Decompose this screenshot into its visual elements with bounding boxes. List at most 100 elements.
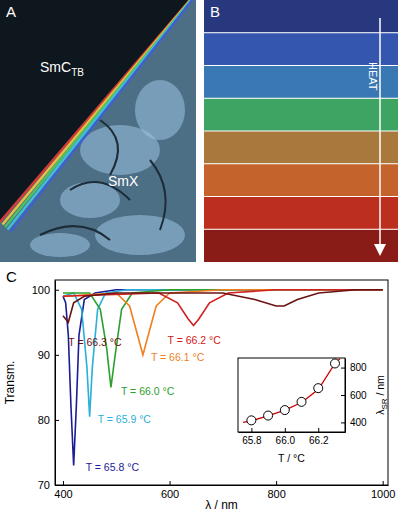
chart: 400 600 800 1000 70 80 90 100 Cλ / nm Transm. T = … xyxy=(3,268,395,512)
y-axis-title: λSR / nm xyxy=(374,375,389,415)
tick: 80 xyxy=(38,414,59,426)
tick: 66.2 xyxy=(309,428,329,446)
separator xyxy=(204,131,398,132)
texture xyxy=(150,160,166,230)
series-label: T = 66.0 °C xyxy=(121,385,175,397)
texture xyxy=(30,233,90,257)
texture xyxy=(40,226,110,240)
plot-frame xyxy=(55,280,388,485)
series-line xyxy=(63,290,383,326)
tick: 400 xyxy=(341,417,367,428)
y-axis: 400 600 800 xyxy=(341,359,367,433)
tick-mark xyxy=(170,481,171,485)
tick: 100 xyxy=(32,284,59,296)
tick-label: 65.8 xyxy=(242,435,262,446)
color-strip xyxy=(204,0,398,33)
tick-label: 90 xyxy=(38,349,50,361)
data-point xyxy=(264,411,273,420)
panel-a: A SmCTB SmX xyxy=(0,0,200,262)
panel-label: C xyxy=(6,268,17,285)
color-strip xyxy=(204,131,398,164)
arrow-label: HEAT xyxy=(367,62,379,91)
tick-mark xyxy=(318,428,319,432)
tick-label: 70 xyxy=(38,479,50,491)
tick-label: 66.0 xyxy=(276,435,296,446)
series-label: T = 65.8 °C xyxy=(86,461,140,473)
tick-label: 600 xyxy=(350,390,367,401)
tick: 66.0 xyxy=(276,428,296,446)
marks xyxy=(243,359,340,425)
tick-label: 66.2 xyxy=(309,435,329,446)
series-label: T = 66.3 °C xyxy=(68,336,122,348)
tick: 70 xyxy=(38,479,59,491)
tick: 65.8 xyxy=(242,428,262,446)
series-label: T = 66.1 °C xyxy=(151,351,205,363)
panel-label: B xyxy=(210,3,220,20)
tick: 600 xyxy=(161,481,179,500)
panel-b: B HEAT xyxy=(204,0,398,262)
separator xyxy=(204,32,398,33)
x-axis: 65.8 66.0 66.2 xyxy=(239,428,346,446)
tick-mark xyxy=(341,368,345,369)
series-line xyxy=(63,290,383,323)
tick-label: 800 xyxy=(267,488,285,500)
phase-label: SmX xyxy=(108,173,139,189)
color-strip xyxy=(204,229,398,262)
data-point xyxy=(297,397,306,406)
y-axis: 70 80 90 100 xyxy=(32,281,59,492)
separator xyxy=(204,196,398,197)
chart: 65.8 66.0 66.2 400 600 800 T / °C λSR / nm xyxy=(238,358,389,464)
tick-label: 80 xyxy=(38,414,50,426)
tick: 90 xyxy=(38,349,59,361)
tick-mark xyxy=(55,355,59,356)
series-label: T = 65.9 °C xyxy=(98,413,152,425)
x-axis-title: T / °C xyxy=(278,452,305,464)
tick: 400 xyxy=(54,481,72,500)
phase-label: SmCTB xyxy=(40,59,84,78)
separator xyxy=(204,98,398,99)
tick-mark xyxy=(276,481,277,485)
color-strip xyxy=(204,164,398,197)
tick-label: 100 xyxy=(32,284,50,296)
axis-line xyxy=(239,432,346,433)
tick-label: 600 xyxy=(161,488,179,500)
background xyxy=(0,0,196,262)
tick-mark xyxy=(251,428,252,432)
plot-frame xyxy=(238,358,345,432)
tick: 600 xyxy=(341,390,367,401)
tick-mark xyxy=(55,290,59,291)
smx-region xyxy=(0,0,196,262)
marks xyxy=(63,290,383,466)
fringe xyxy=(10,0,196,232)
tick: 800 xyxy=(341,362,367,373)
tick-mark xyxy=(383,481,384,485)
panel-label: A xyxy=(6,3,16,20)
tick-label: 400 xyxy=(54,488,72,500)
axis-line xyxy=(55,281,56,486)
tick: 1000 xyxy=(371,481,395,500)
separator xyxy=(204,229,398,230)
tick-mark xyxy=(55,485,59,486)
tick: 800 xyxy=(267,481,285,500)
tick-mark xyxy=(63,481,64,485)
series-line xyxy=(63,290,383,355)
axis-line xyxy=(345,359,346,433)
figure: A SmCTB SmX B HEAT 400 600 800 1000 70 80 90 100 Cλ /… xyxy=(0,0,398,512)
data-point xyxy=(247,416,256,425)
tick-label: 400 xyxy=(350,417,367,428)
tick-mark xyxy=(341,395,345,396)
tick-label: 800 xyxy=(350,362,367,373)
tick-mark xyxy=(341,422,345,423)
data-point xyxy=(314,384,323,393)
series-line xyxy=(243,359,340,423)
color-strip xyxy=(204,98,398,131)
series-label: T = 66.2 °C xyxy=(168,334,222,346)
data-point xyxy=(330,359,339,368)
x-axis-title: λ / nm xyxy=(205,498,238,512)
color-strip xyxy=(204,197,398,230)
tick-mark xyxy=(55,420,59,421)
separator xyxy=(204,163,398,164)
arrow xyxy=(379,18,381,246)
y-axis-title: Transm. xyxy=(3,361,17,405)
texture xyxy=(135,80,185,140)
